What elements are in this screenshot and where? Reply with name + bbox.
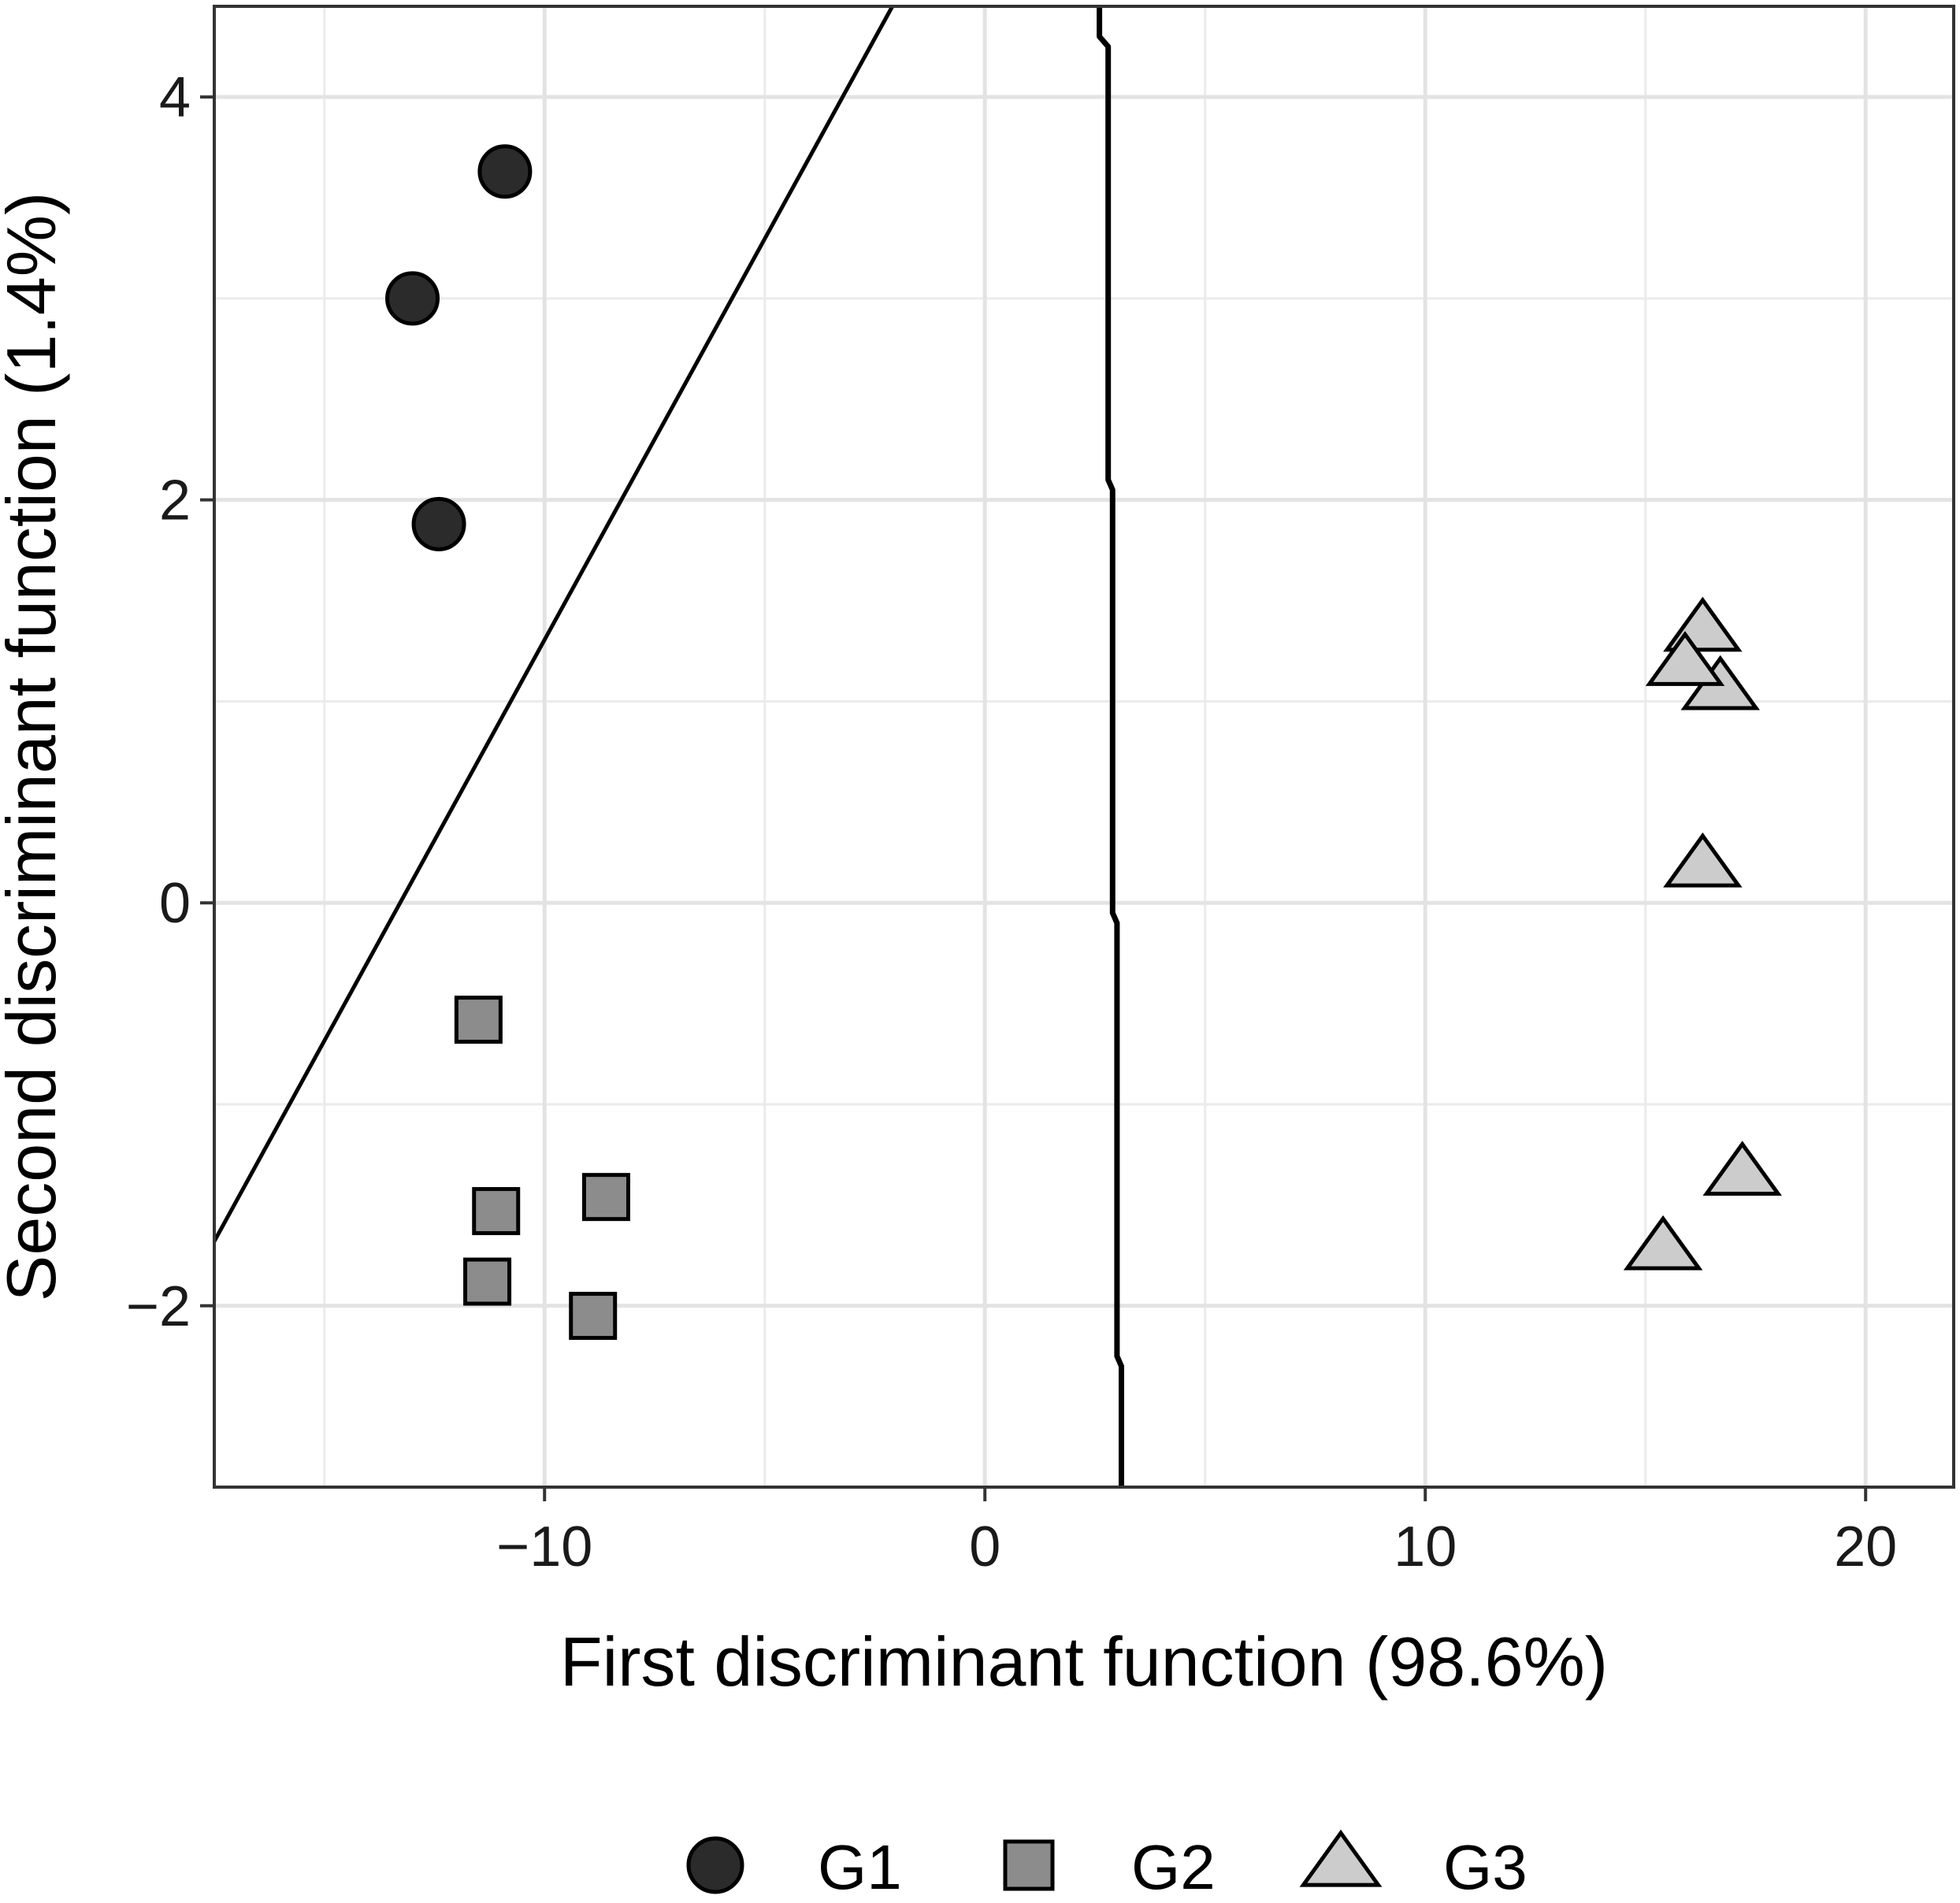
data-point-g3 — [1623, 1215, 1703, 1271]
legend: G1 G2 G3 — [686, 1829, 1528, 1902]
legend-label-g1: G1 — [818, 1832, 902, 1902]
data-point-g1 — [411, 496, 466, 551]
y-axis-ticks: −2 0 2 4 — [126, 66, 214, 1338]
legend-item-g1: G1 — [686, 1832, 902, 1902]
legend-marker-g2 — [1003, 1839, 1055, 1891]
x-tick-label: 10 — [1394, 1515, 1457, 1578]
data-point-g2 — [581, 1173, 630, 1222]
data-points — [385, 144, 1782, 1341]
y-tick-label: 0 — [159, 872, 191, 935]
y-axis-title: Second discriminant function (1.4%) — [0, 192, 70, 1302]
x-tick-label: −10 — [496, 1515, 592, 1578]
data-point-g2 — [463, 1257, 512, 1306]
legend-label-g2: G2 — [1131, 1832, 1216, 1902]
y-tick-label: −2 — [126, 1275, 191, 1338]
plot-border — [213, 5, 1955, 1489]
major-grid — [214, 6, 1954, 1487]
y-tick-label: 4 — [159, 66, 191, 129]
decision-boundaries — [212, 5, 1124, 1487]
boundary-vertical — [1097, 6, 1124, 1487]
legend-marker-g3 — [1299, 1829, 1383, 1887]
x-tick-label: 20 — [1834, 1515, 1897, 1578]
minor-grid — [214, 6, 1954, 1487]
data-point-g1 — [477, 144, 533, 199]
legend-item-g2: G2 — [1003, 1832, 1216, 1902]
x-axis-title: First discriminant function (98.6%) — [560, 1623, 1608, 1701]
data-point-g2 — [472, 1187, 521, 1236]
x-tick-label: 0 — [969, 1515, 1000, 1578]
data-point-g3 — [1702, 1141, 1782, 1196]
data-point-g3 — [1645, 631, 1725, 686]
boundary-diagonal — [212, 5, 894, 1243]
legend-item-g3: G3 — [1299, 1829, 1528, 1902]
data-point-g2 — [569, 1292, 618, 1341]
legend-marker-g1 — [686, 1836, 744, 1894]
legend-label-g3: G3 — [1443, 1832, 1528, 1902]
data-point-g2 — [454, 996, 503, 1044]
y-tick-label: 2 — [159, 469, 191, 532]
data-point-g1 — [385, 271, 440, 326]
x-axis-ticks: −10 0 10 20 — [496, 1487, 1897, 1578]
data-point-g3 — [1663, 832, 1743, 888]
